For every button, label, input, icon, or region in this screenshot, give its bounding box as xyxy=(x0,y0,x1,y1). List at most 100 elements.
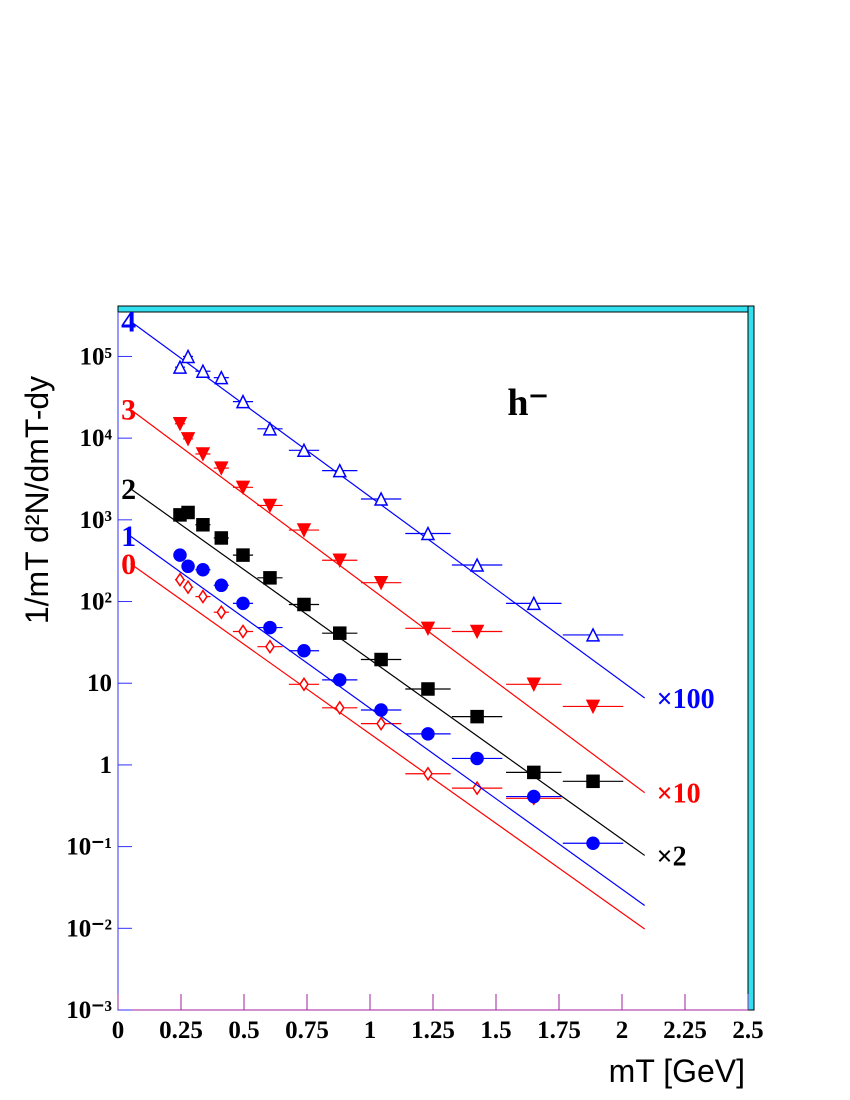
marker xyxy=(373,575,389,591)
marker xyxy=(236,548,250,562)
marker xyxy=(297,597,311,612)
marker xyxy=(423,766,433,782)
marker xyxy=(586,774,600,789)
marker xyxy=(585,699,601,715)
x-tick-label: 2.5 xyxy=(732,1017,763,1044)
marker xyxy=(236,596,250,611)
marker xyxy=(420,621,436,636)
y-tick-label: 1 xyxy=(100,752,113,779)
marker xyxy=(420,525,436,541)
marker xyxy=(469,624,485,640)
marker xyxy=(172,359,188,374)
marker xyxy=(196,518,210,532)
marker xyxy=(472,780,483,796)
marker xyxy=(470,709,484,724)
marker xyxy=(173,548,187,562)
marker xyxy=(181,559,195,574)
marker xyxy=(527,789,541,804)
marker xyxy=(262,421,278,436)
scale-label: ×100 xyxy=(657,684,715,715)
marker xyxy=(585,627,601,642)
marker xyxy=(421,682,435,696)
marker xyxy=(374,652,388,667)
marker xyxy=(332,462,347,478)
series-label: 1 xyxy=(121,520,136,553)
x-tick-label: 2.25 xyxy=(663,1017,707,1044)
x-tick-label: 0.25 xyxy=(159,1017,203,1044)
scale-label: ×2 xyxy=(657,841,687,872)
marker xyxy=(195,447,211,462)
y-tick-label: 10⁵ xyxy=(80,343,113,370)
frame-right xyxy=(747,305,755,1011)
y-axis-label: 1/mT d²N/dmT-dy xyxy=(19,376,55,624)
marker xyxy=(196,562,210,577)
y-tick-label: 10 xyxy=(87,670,112,697)
marker xyxy=(469,557,485,572)
marker xyxy=(526,677,542,692)
series-label: 3 xyxy=(121,394,136,427)
marker xyxy=(195,363,211,378)
marker xyxy=(373,491,389,506)
marker xyxy=(586,836,600,850)
x-tick-label: 0.75 xyxy=(285,1017,329,1044)
marker xyxy=(214,461,229,476)
marker xyxy=(198,589,208,604)
x-tick-label: 2 xyxy=(616,1017,629,1044)
marker xyxy=(265,639,275,655)
series-label: 4 xyxy=(121,305,136,338)
y-tick-label: 10² xyxy=(80,589,113,616)
marker xyxy=(262,498,278,514)
marker xyxy=(297,643,311,658)
y-tick-label: 10³ xyxy=(80,507,113,534)
fit-line xyxy=(130,488,646,856)
marker xyxy=(175,572,185,588)
marker xyxy=(527,765,541,780)
x-axis-label: mT [GeV] xyxy=(609,1053,745,1089)
y-tick-label: 10⁻¹ xyxy=(66,834,112,861)
marker xyxy=(263,571,277,585)
marker xyxy=(470,751,484,766)
marker xyxy=(214,531,229,545)
y-tick-label: 10⁴ xyxy=(80,425,113,452)
marker xyxy=(181,505,195,520)
marker xyxy=(214,578,229,593)
marker xyxy=(216,604,227,620)
series-label: 2 xyxy=(121,473,136,506)
marker xyxy=(374,703,388,717)
annotation: h⁻ xyxy=(507,382,548,424)
marker xyxy=(333,626,347,640)
marker xyxy=(296,523,312,538)
marker xyxy=(172,417,188,432)
x-tick-label: 0 xyxy=(112,1017,125,1044)
marker xyxy=(235,393,251,409)
marker xyxy=(376,716,386,732)
y-tick-label: 10⁻³ xyxy=(66,997,112,1024)
x-tick-label: 1 xyxy=(364,1017,377,1044)
scale-label: ×10 xyxy=(657,779,701,810)
x-tick-label: 1.75 xyxy=(537,1017,581,1044)
x-tick-label: 1.25 xyxy=(411,1017,455,1044)
plot-area xyxy=(117,311,749,1011)
marker xyxy=(332,553,347,568)
fit-line xyxy=(130,535,646,907)
x-tick-label: 0.5 xyxy=(228,1017,259,1044)
marker xyxy=(299,676,309,692)
marker xyxy=(238,624,248,639)
marker xyxy=(296,442,312,458)
x-tick-label: 1.5 xyxy=(480,1017,511,1044)
marker xyxy=(333,673,347,687)
y-tick-label: 10⁻² xyxy=(66,915,112,942)
marker xyxy=(334,700,345,716)
marker xyxy=(526,595,542,611)
fit-line xyxy=(130,409,646,794)
marker xyxy=(421,727,435,741)
marker xyxy=(214,369,229,385)
marker xyxy=(263,620,277,635)
marker xyxy=(180,432,196,447)
series-label: 0 xyxy=(121,548,136,581)
fit-line xyxy=(130,563,646,930)
marker xyxy=(180,348,196,364)
frame-top xyxy=(117,305,755,313)
marker xyxy=(183,579,193,595)
